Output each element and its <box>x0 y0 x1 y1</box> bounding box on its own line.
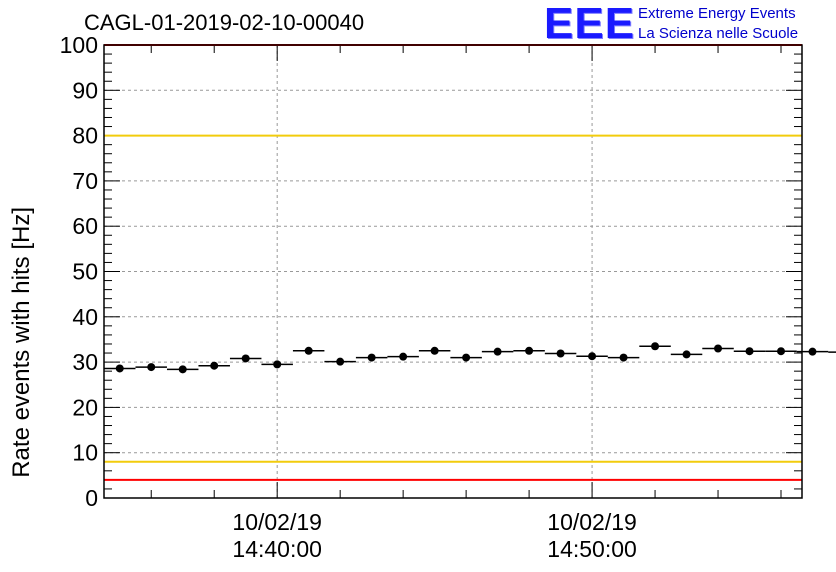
data-point <box>525 346 534 355</box>
x-tick-date-label: 10/02/19 <box>547 509 637 535</box>
data-point <box>682 350 691 359</box>
data-point <box>651 342 660 351</box>
data-point <box>745 347 754 356</box>
data-point <box>430 346 439 355</box>
y-tick-label: 40 <box>72 304 98 330</box>
data-point <box>210 361 219 370</box>
logo-tagline-1: Extreme Energy Events <box>638 5 796 22</box>
data-point <box>714 344 723 353</box>
data-point <box>462 353 471 362</box>
y-tick-label: 30 <box>72 349 98 375</box>
x-tick-date-label: 10/02/19 <box>232 509 322 535</box>
data-point <box>399 352 408 361</box>
y-tick-label: 10 <box>72 440 98 466</box>
plot-frame <box>103 44 803 499</box>
data-point <box>304 346 313 355</box>
data-point <box>619 353 628 362</box>
logo-tagline-2: La Scienza nelle Scuole <box>638 25 799 42</box>
y-tick-label: 60 <box>72 213 98 239</box>
data-point <box>178 365 187 374</box>
y-tick-label: 0 <box>85 485 98 511</box>
data-point <box>808 347 817 356</box>
data-point <box>556 349 565 358</box>
x-tick-time-label: 14:40:00 <box>232 536 322 562</box>
data-point <box>493 347 502 356</box>
eee-logo: EEE Extreme Energy Events La Scienza nel… <box>544 2 836 46</box>
data-point <box>336 357 345 366</box>
y-axis-title: Rate events with hits [Hz] <box>8 207 35 478</box>
data-point <box>115 364 124 373</box>
eee-logo-mark: EEE <box>544 0 636 48</box>
run-title: CAGL-01-2019-02-10-00040 <box>84 10 365 35</box>
data-point <box>147 363 156 372</box>
y-axis-title-container: Rate events with hits [Hz] <box>0 0 44 572</box>
y-tick-label: 20 <box>72 394 98 420</box>
y-tick-label: 90 <box>72 77 98 103</box>
y-tick-label: 70 <box>72 168 98 194</box>
y-tick-label: 80 <box>72 123 98 149</box>
data-point <box>241 354 250 363</box>
data-point <box>588 352 597 361</box>
y-tick-label: 100 <box>60 32 98 58</box>
data-point <box>777 347 786 356</box>
data-point <box>273 360 282 369</box>
y-tick-label: 50 <box>72 259 98 285</box>
x-tick-time-label: 14:50:00 <box>547 536 637 562</box>
data-point <box>367 353 376 362</box>
